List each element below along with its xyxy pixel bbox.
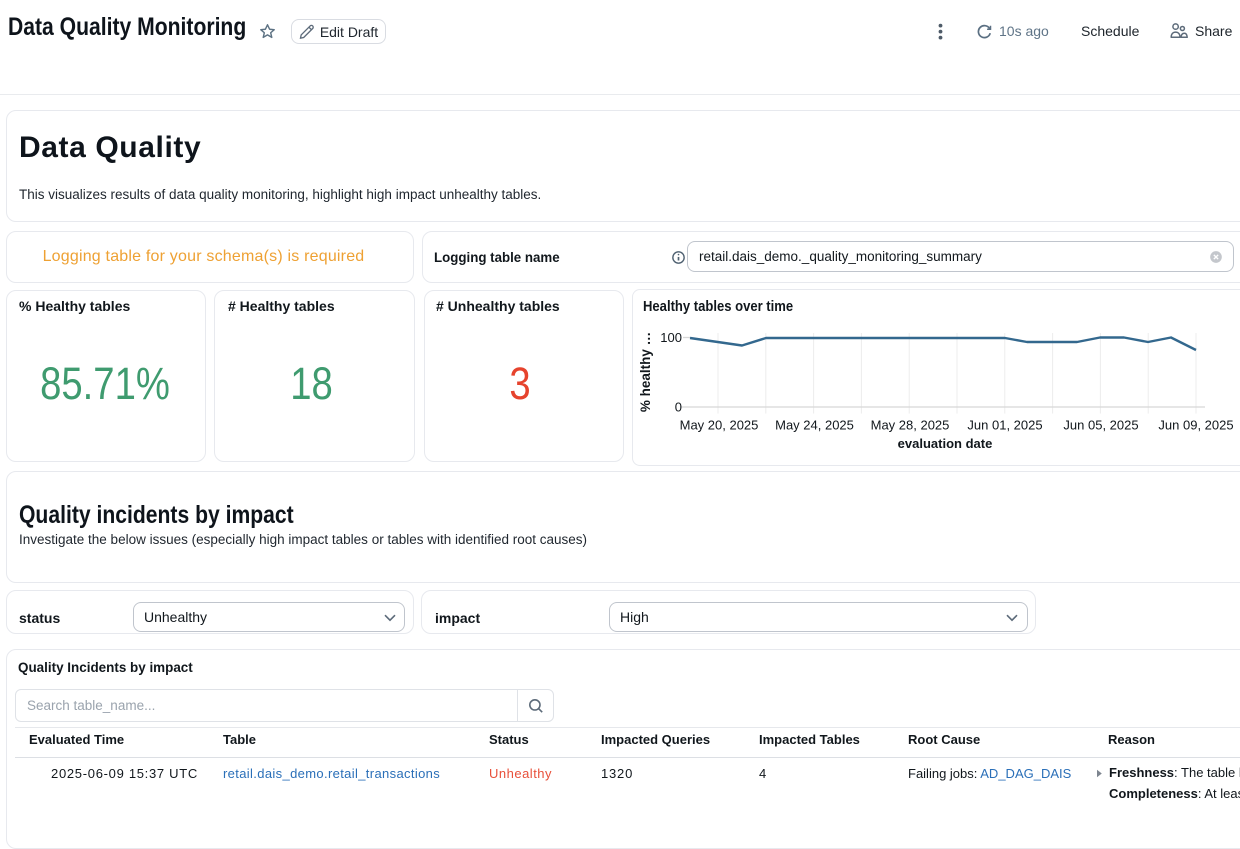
svg-text:Jun 01, 2025: Jun 01, 2025 (967, 418, 1042, 433)
svg-text:Jun 09, 2025: Jun 09, 2025 (1158, 418, 1233, 433)
svg-text:evaluation date: evaluation date (898, 436, 993, 451)
svg-text:100: 100 (660, 330, 682, 345)
svg-text:Jun 05, 2025: Jun 05, 2025 (1063, 418, 1138, 433)
svg-text:May 20, 2025: May 20, 2025 (680, 418, 759, 433)
svg-text:May 28, 2025: May 28, 2025 (871, 418, 950, 433)
svg-text:% healthy …: % healthy … (638, 332, 653, 412)
svg-text:May 24, 2025: May 24, 2025 (775, 418, 854, 433)
svg-text:0: 0 (675, 400, 682, 415)
